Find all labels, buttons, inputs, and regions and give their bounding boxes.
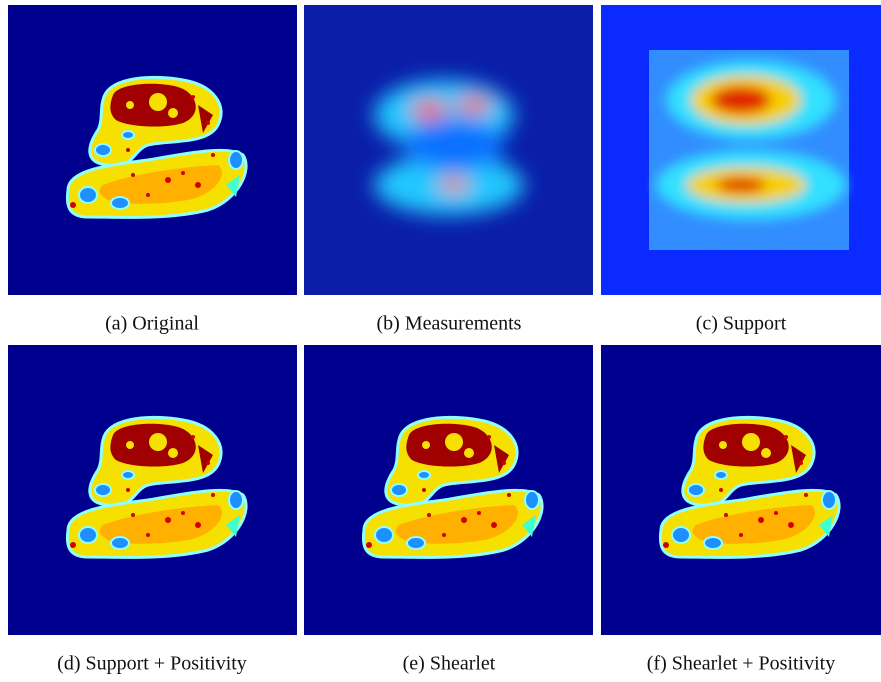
image-measurements bbox=[304, 5, 593, 295]
caption: (e) Shearlet bbox=[403, 653, 496, 675]
image-shearlet bbox=[304, 345, 593, 635]
image-original bbox=[8, 5, 297, 295]
caption: (a) Original bbox=[105, 313, 199, 335]
figure: (a) Original (b) Measurements (c) Suppor… bbox=[0, 0, 881, 682]
image-support bbox=[601, 5, 881, 295]
image-shearlet-positivity bbox=[601, 345, 881, 635]
caption: (d) Support + Positivity bbox=[57, 653, 247, 675]
caption: (b) Measurements bbox=[377, 313, 522, 335]
caption: (c) Support bbox=[696, 313, 787, 335]
image-support-positivity bbox=[8, 345, 297, 635]
caption: (f) Shearlet + Positivity bbox=[647, 653, 835, 675]
